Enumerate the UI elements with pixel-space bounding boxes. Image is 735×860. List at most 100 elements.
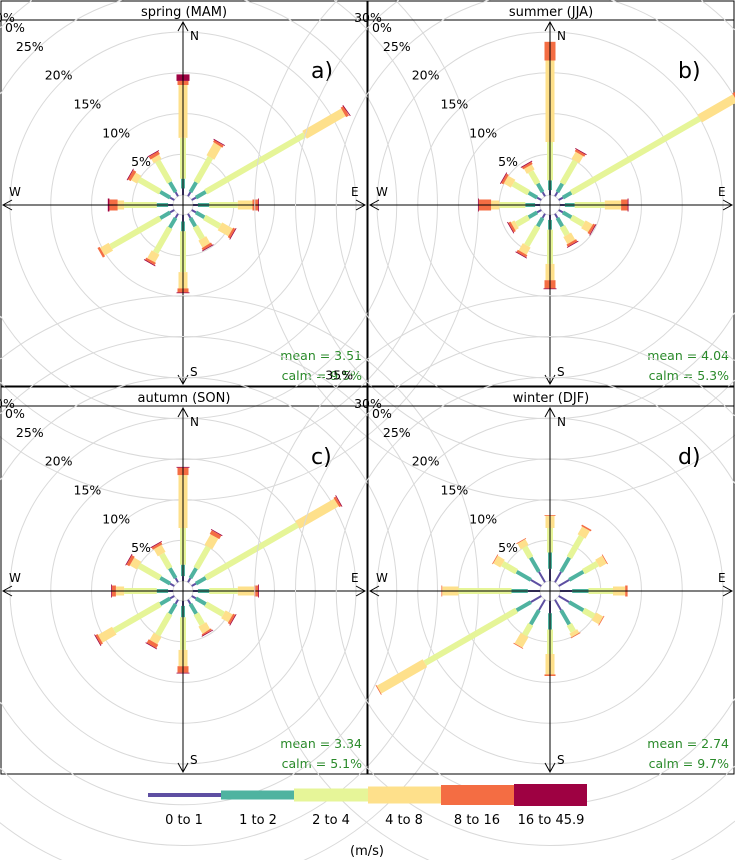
panel-0-bar-240-bin-2 — [109, 215, 162, 250]
panel-1-bar-60-bin-2 — [569, 115, 702, 196]
panel-3-bar-30-bin-2 — [566, 534, 585, 560]
panel-0-bar-120-bin-1 — [194, 210, 206, 220]
panel-1-title: summer (JJA) — [509, 5, 593, 20]
panel-2-title: autumn (SON) — [138, 391, 231, 406]
panel-2-dir-s: S — [190, 753, 198, 767]
panel-2-bar-240-bin-3 — [97, 626, 117, 643]
panel-0-bar-300-bin-0 — [169, 196, 175, 201]
legend-label-4: 8 to 16 — [454, 813, 500, 828]
panel-3-bar-210-bin-2 — [521, 622, 534, 637]
panel-3-letter: d) — [678, 445, 701, 470]
panel-1-bar-300-bin-1 — [527, 190, 539, 200]
panel-2-frame — [0, 386, 368, 775]
panel-3-bar-240-bin-1 — [515, 600, 532, 613]
legend-swatch-3 — [368, 786, 441, 804]
panel-3-ring-label-1: 5% — [498, 540, 518, 555]
panel-1-arrow-n — [544, 20, 556, 32]
panel-2-bar-60-bin-4 — [333, 496, 342, 508]
panel-0-bar-120-bin-3 — [217, 222, 233, 237]
panel-0-bar-240-bin-4 — [97, 246, 106, 258]
panel-0-dir-n: N — [190, 29, 199, 43]
panel-1-bar-210-bin-2 — [524, 224, 541, 247]
panel-3-frame — [367, 386, 735, 775]
panel-2-bar-30-bin-2 — [193, 545, 212, 570]
panel-1-bar-120-bin-0 — [558, 209, 564, 214]
panel-1-ring-label-3: 15% — [441, 97, 469, 112]
panel-3-bar-30-bin-0 — [554, 571, 562, 583]
panel-2-bar-120-bin-0 — [191, 595, 197, 600]
panel-0-bar-30-bin-4 — [213, 139, 224, 148]
panel-3-mean: mean = 2.74 — [647, 736, 729, 751]
panel-3-dir-e: E — [718, 571, 726, 585]
panel-0-bar-150-bin-2 — [192, 224, 205, 240]
panel-3-bar-240-bin-0 — [530, 595, 542, 603]
panel-1-calm: calm = 5.3% — [649, 368, 729, 383]
panel-2-calm: calm = 5.1% — [282, 756, 362, 771]
panel-1-ring-label-0: 0% — [372, 20, 392, 35]
panel-0-bar-30-bin-3 — [206, 142, 222, 160]
panel-1: summer (JJA)NSWE0%5%10%15%20%25%30%35%b)… — [254, 0, 735, 501]
legend-label-2: 2 to 4 — [312, 813, 350, 828]
panel-1-bar-30-bin-3 — [571, 151, 584, 164]
panel-0-ring-label-1: 5% — [131, 154, 151, 169]
panel-1-bar-120-bin-1 — [561, 210, 573, 220]
panel-1-bar-300-bin-2 — [511, 181, 531, 196]
panel-0-bar-330-bin-4 — [148, 151, 160, 160]
panel-3-bar-150-bin-0 — [554, 599, 562, 611]
panel-1-ring-label-6: 30% — [354, 10, 382, 25]
panel-1-bar-150-bin-2 — [559, 224, 570, 237]
panel-1-bar-30-bin-1 — [555, 182, 565, 194]
panel-3-ring-label-2: 10% — [469, 511, 497, 526]
panel-1-bar-330-bin-1 — [535, 182, 545, 194]
panel-2-ring-label-1: 5% — [131, 540, 151, 555]
panel-0-bar-120-bin-2 — [202, 214, 222, 229]
panel-3-bar-150-bin-3 — [569, 629, 580, 638]
panel-0-title: spring (MAM) — [141, 5, 227, 20]
panel-0-bar-60-bin-0 — [191, 196, 197, 201]
panel-2-bar-30-bin-1 — [188, 567, 198, 580]
panel-0-bar-150-bin-4 — [201, 242, 213, 251]
panel-1-bar-240-bin-4 — [508, 221, 516, 233]
panel-1-axes — [368, 20, 734, 386]
legend-swatch-2 — [294, 788, 368, 802]
panel-3-dir-w: W — [376, 571, 388, 585]
panel-3-bar-300-bin-3 — [493, 555, 505, 568]
panel-3-ring-label-4: 20% — [412, 454, 440, 469]
panel-2-bar-150-bin-1 — [188, 602, 198, 615]
panel-3-bar-150-bin-2 — [566, 622, 576, 633]
panel-3-bar-210-bin-0 — [538, 599, 546, 611]
panel-3-bar-330-bin-3 — [517, 539, 529, 550]
panel-3-bar-300-bin-0 — [530, 579, 542, 587]
panel-0-bar-240-bin-3 — [100, 242, 114, 256]
panel-3-arrow-e — [722, 585, 734, 597]
panel-3-bar-330-bin-1 — [528, 556, 541, 573]
panel-2-ring-labels: 0%5%10%15%20%25%30%35% — [0, 396, 151, 555]
panel-2-bar-120-bin-3 — [221, 610, 233, 623]
panel-2-bar-240-bin-1 — [159, 596, 172, 606]
legend-swatch-4 — [441, 785, 514, 805]
panel-2-bar-300-bin-3 — [129, 557, 142, 570]
panel-0-bar-330-bin-3 — [151, 154, 162, 164]
panel-0-calm: calm = 9.5% — [282, 368, 362, 383]
panel-1-bar-150-bin-0 — [554, 213, 559, 219]
panel-2-bar-60-bin-3 — [295, 498, 339, 529]
panel-1-bar-240-bin-2 — [515, 214, 531, 227]
panel-0-ring-labels: 0%5%10%15%20%25%30%35% — [0, 10, 151, 169]
panel-1-bar-210-bin-1 — [535, 216, 545, 228]
panel-0-arrow-n — [177, 20, 189, 32]
panel-0-bar-60-bin-3 — [302, 108, 346, 139]
panel-3-bar-30-bin-3 — [577, 526, 590, 539]
panel-3-bar-60-bin-2 — [581, 560, 599, 575]
panel-1-mean: mean = 4.04 — [647, 348, 729, 363]
panel-3-bar-120-bin-1 — [568, 600, 585, 613]
panel-2-bar-300-bin-2 — [137, 563, 162, 581]
panel-2-bar-60-bin-1 — [194, 576, 207, 586]
panel-3-axes — [368, 406, 734, 774]
panel-0-dir-w: W — [9, 185, 21, 199]
panel-1-bar-30-bin-2 — [559, 159, 578, 186]
panel-0-bar-210-bin-2 — [152, 226, 173, 254]
panel-3-ring-label-7: 35% — [325, 367, 353, 382]
panel-1-bar-300-bin-0 — [536, 196, 542, 201]
panel-3-bar-330-bin-2 — [521, 545, 534, 560]
panel-1-ring-label-2: 10% — [469, 125, 497, 140]
